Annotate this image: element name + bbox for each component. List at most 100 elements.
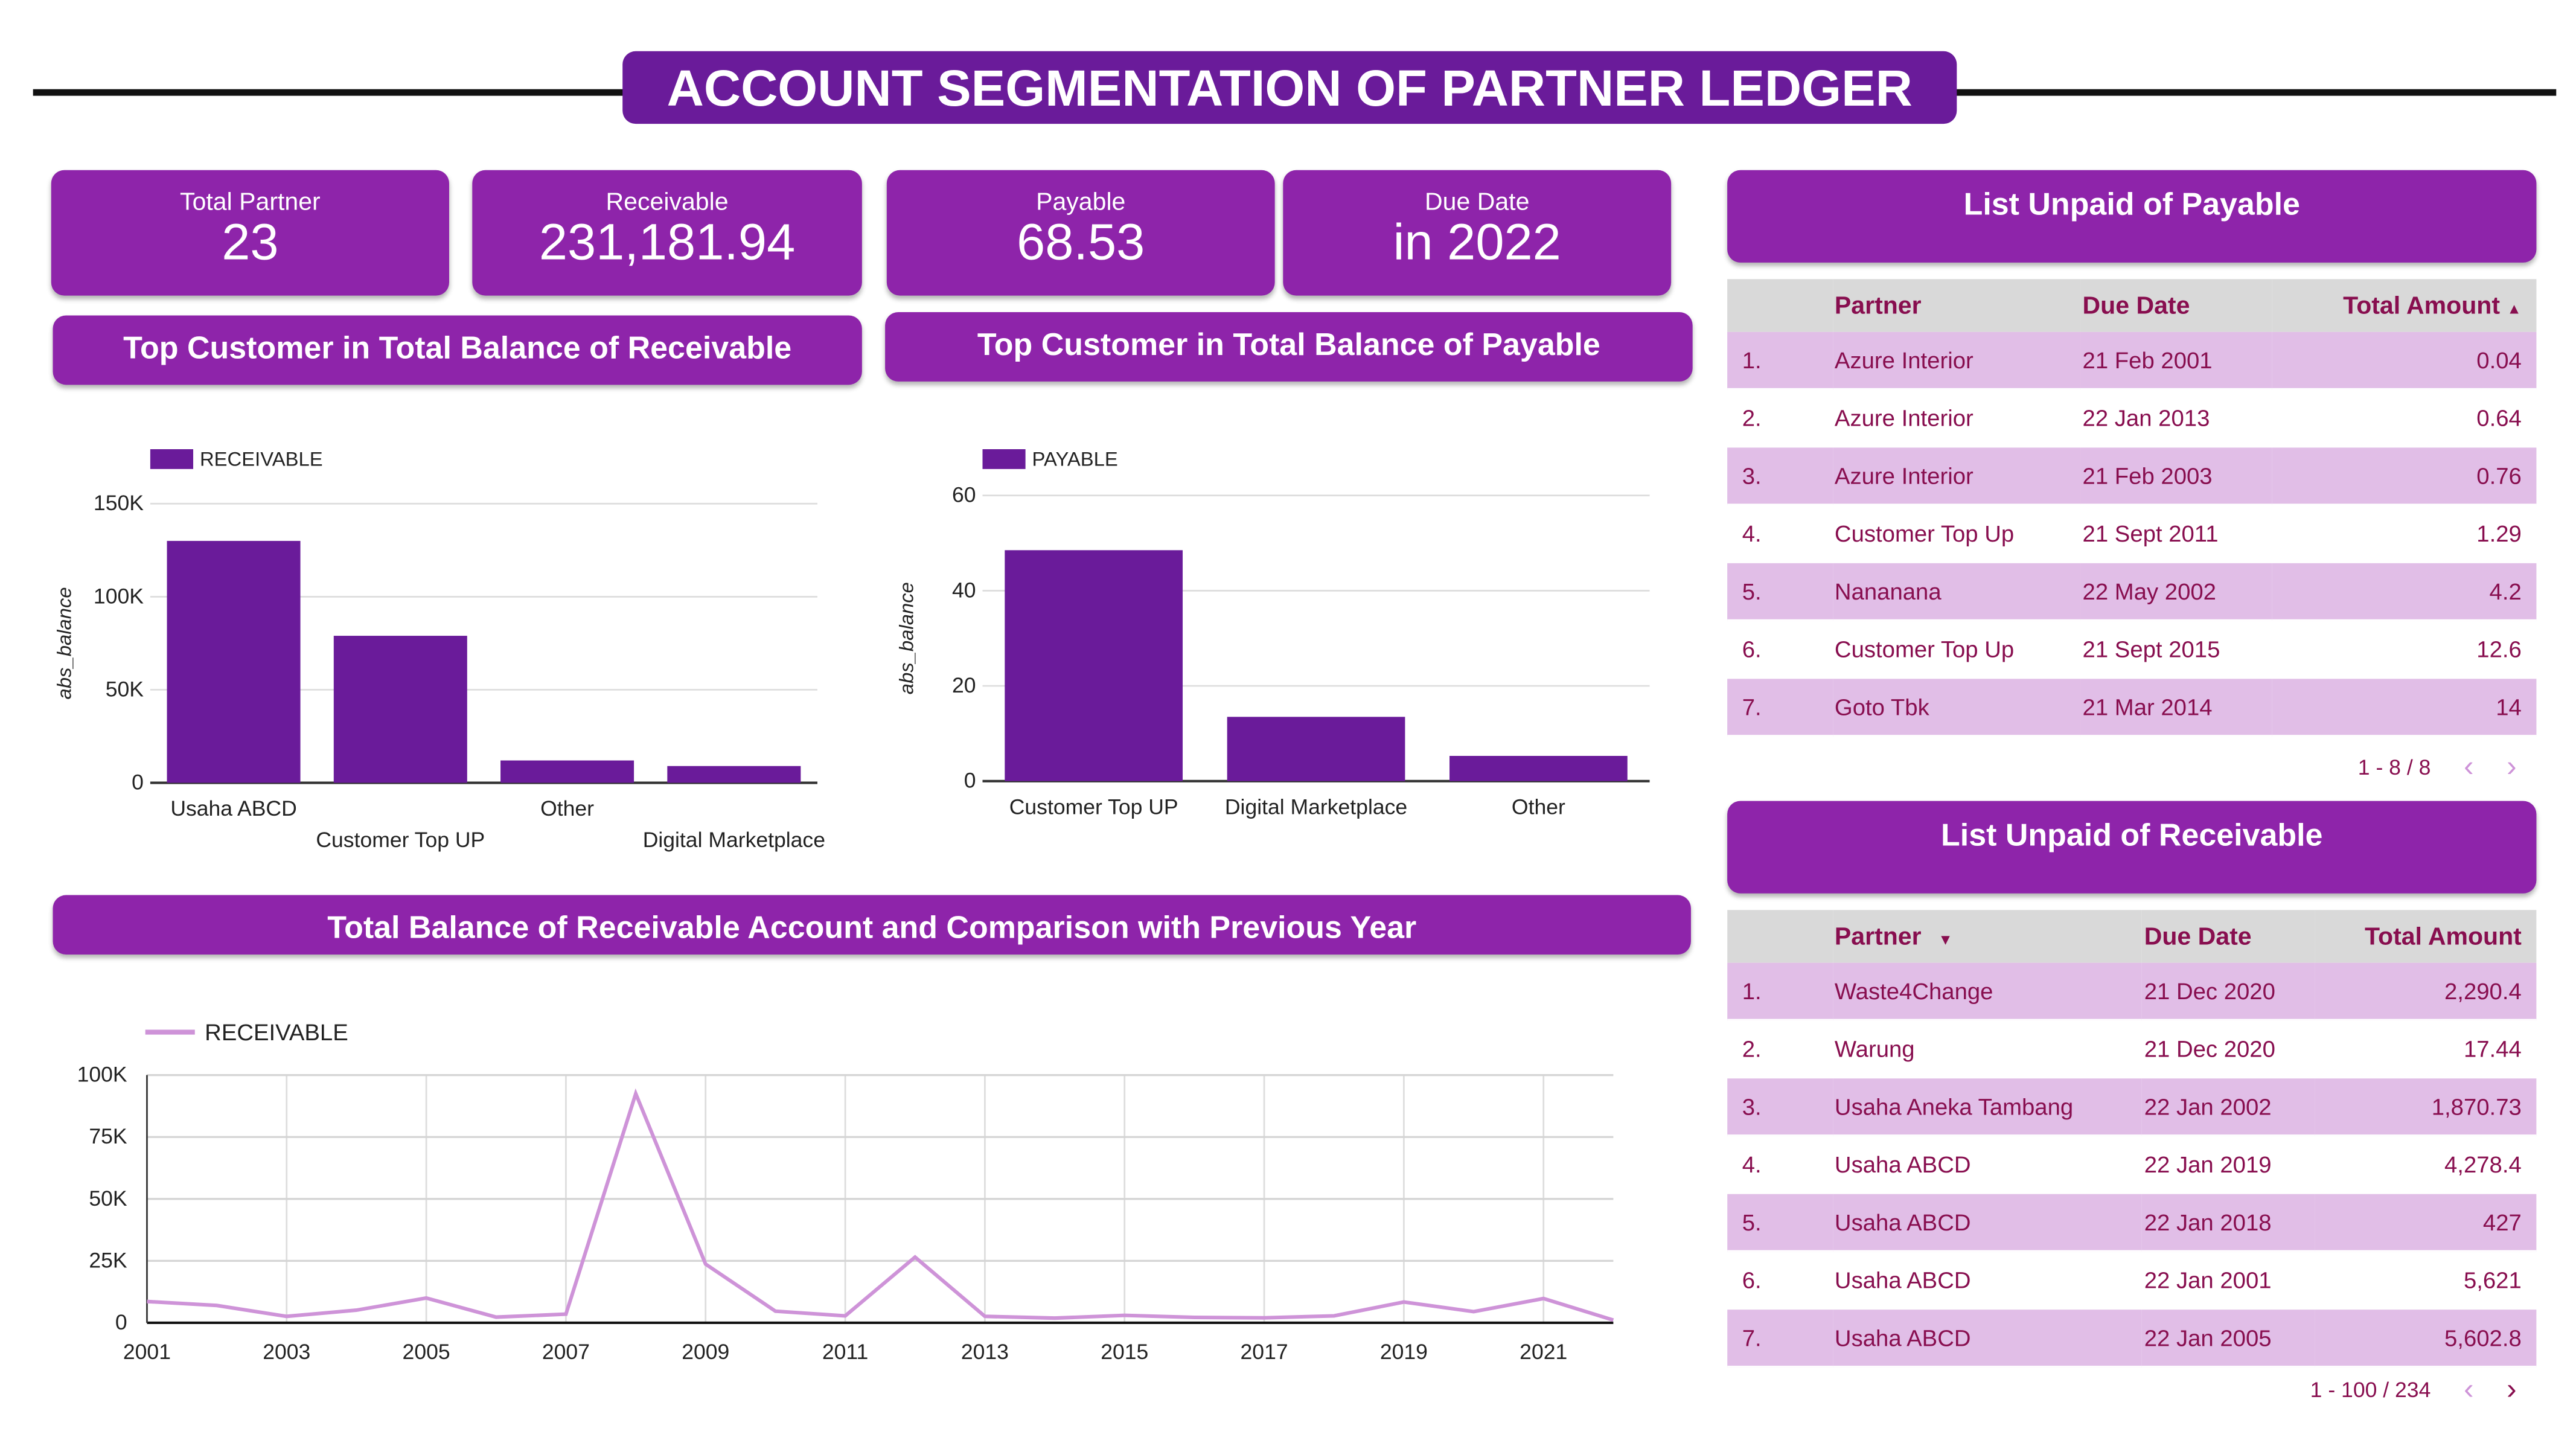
partner-cell: Nananana <box>1833 562 2081 621</box>
chevron-right-icon[interactable]: › <box>2507 1372 2517 1406</box>
table-row[interactable]: 7. Goto Tbk 21 Mar 2014 14 <box>1727 677 2537 737</box>
bar <box>667 766 801 783</box>
table-row[interactable]: 5. Nananana 22 May 2002 4.2 <box>1727 562 2537 621</box>
due-date-cell: 21 Dec 2020 <box>2143 962 2315 1021</box>
y-tick-label: 150K <box>94 491 144 515</box>
col-due-date[interactable]: Due Date <box>2080 279 2272 332</box>
bar <box>1227 717 1405 781</box>
partner-cell: Usaha ABCD <box>1833 1193 2143 1252</box>
x-tick-label: Other <box>1512 795 1565 819</box>
y-tick-label: 50K <box>89 1186 127 1211</box>
partner-cell: Waste4Change <box>1833 962 2143 1021</box>
table-row[interactable]: 1. Waste4Change 21 Dec 2020 2,290.4 <box>1727 962 2537 1021</box>
y-tick-label: 40 <box>952 578 976 602</box>
legend-label: RECEIVABLE <box>200 447 323 470</box>
col-total-amount[interactable]: Total Amount ▲ <box>2272 279 2537 332</box>
due-date-cell: 22 Jan 2019 <box>2143 1135 2315 1194</box>
col-partner[interactable]: Partner ▼ <box>1833 910 2143 963</box>
chevron-right-icon[interactable]: › <box>2507 749 2517 783</box>
x-tick-label: Customer Top UP <box>316 828 485 852</box>
kpi-receivable: Receivable 231,181.94 <box>472 170 862 296</box>
row-index: 2. <box>1727 1020 1833 1079</box>
due-date-cell: 21 Feb 2001 <box>2080 331 2272 390</box>
kpi-value: 68.53 <box>1017 213 1145 271</box>
partner-cell: Usaha ABCD <box>1833 1308 2143 1367</box>
receivable-trend-line-chart: RECEIVABLE 2001 2003 2005 2007 2009 2011 2013 20… <box>77 1020 1614 1364</box>
row-index: 2. <box>1727 389 1833 448</box>
pagination-label: 1 - 100 / 234 <box>2310 1377 2431 1403</box>
y-tick-label: 75K <box>89 1124 127 1148</box>
table-row[interactable]: 4. Usaha ABCD 22 Jan 2019 4,278.4 <box>1727 1135 2537 1194</box>
section-trend: Total Balance of Receivable Account and … <box>53 895 1691 955</box>
legend-label: RECEIVABLE <box>205 1020 348 1046</box>
due-date-cell: 22 Jan 2005 <box>2143 1308 2315 1367</box>
table-row[interactable]: 7. Usaha ABCD 22 Jan 2005 5,602.8 <box>1727 1308 2537 1367</box>
partner-cell: Usaha ABCD <box>1833 1250 2143 1310</box>
table-row[interactable]: 6. Usaha ABCD 22 Jan 2001 5,621 <box>1727 1250 2537 1310</box>
partner-cell: Azure Interior <box>1833 331 2081 390</box>
partner-cell: Goto Tbk <box>1833 677 2081 737</box>
due-date-cell: 22 Jan 2013 <box>2080 389 2272 448</box>
x-tick-label: Customer Top UP <box>1009 795 1178 819</box>
sort-desc-icon: ▼ <box>1938 930 1953 947</box>
row-index: 5. <box>1727 562 1833 621</box>
amount-cell: 12.6 <box>2272 620 2537 679</box>
table-row[interactable]: 6. Customer Top Up 21 Sept 2015 12.6 <box>1727 620 2537 679</box>
row-index: 3. <box>1727 1077 1833 1136</box>
x-tick-label: 2011 <box>822 1340 868 1364</box>
amount-cell: 17.44 <box>2314 1020 2537 1079</box>
col-partner[interactable]: Partner <box>1833 279 2081 332</box>
amount-cell: 0.04 <box>2272 331 2537 390</box>
row-index: 4. <box>1727 1135 1833 1194</box>
row-index: 1. <box>1727 962 1833 1021</box>
sort-asc-icon: ▲ <box>2507 299 2522 316</box>
x-tick-label: 2015 <box>1101 1340 1148 1364</box>
row-index: 7. <box>1727 1308 1833 1367</box>
y-axis-label: abs_balance <box>53 587 75 699</box>
section-unpaid-payable: List Unpaid of Payable <box>1727 170 2537 263</box>
amount-cell: 14 <box>2272 677 2537 737</box>
row-index: 7. <box>1727 677 1833 737</box>
x-tick-label: Usaha ABCD <box>170 796 296 820</box>
chevron-left-icon[interactable]: ‹ <box>2464 1372 2474 1406</box>
due-date-cell: 21 Dec 2020 <box>2143 1020 2315 1079</box>
table-row[interactable]: 1. Azure Interior 21 Feb 2001 0.04 <box>1727 331 2537 390</box>
due-date-cell: 21 Mar 2014 <box>2080 677 2272 737</box>
kpi-label: Due Date <box>1425 188 1530 217</box>
x-tick-label: 2019 <box>1380 1340 1428 1364</box>
col-total-amount[interactable]: Total Amount <box>2314 910 2537 963</box>
row-index: 6. <box>1727 620 1833 679</box>
bar <box>1449 755 1628 781</box>
due-date-cell: 22 May 2002 <box>2080 562 2272 621</box>
partner-cell: Usaha Aneka Tambang <box>1833 1077 2143 1136</box>
amount-cell: 5,602.8 <box>2314 1308 2537 1367</box>
bar <box>500 760 634 783</box>
amount-cell: 4,278.4 <box>2314 1135 2537 1194</box>
due-date-cell: 21 Sept 2011 <box>2080 504 2272 563</box>
table-row[interactable]: 3. Usaha Aneka Tambang 22 Jan 2002 1,870.73 <box>1727 1077 2537 1136</box>
table-row[interactable]: 3. Azure Interior 21 Feb 2003 0.76 <box>1727 446 2537 506</box>
amount-cell: 1,870.73 <box>2314 1077 2537 1136</box>
table-row[interactable]: 2. Azure Interior 22 Jan 2013 0.64 <box>1727 389 2537 448</box>
col-due-date[interactable]: Due Date <box>2143 910 2315 963</box>
receivable-bar-chart: RECEIVABLE 0 50K 100K 150K abs_balance Usaha A… <box>53 447 825 852</box>
kpi-label: Receivable <box>606 188 729 217</box>
kpi-value: 23 <box>222 213 279 271</box>
kpi-value: 231,181.94 <box>539 213 796 271</box>
due-date-cell: 22 Jan 2002 <box>2143 1077 2315 1136</box>
table-row[interactable]: 4. Customer Top Up 21 Sept 2011 1.29 <box>1727 504 2537 563</box>
row-index: 1. <box>1727 331 1833 390</box>
chevron-left-icon[interactable]: ‹ <box>2464 749 2474 783</box>
payable-bar-chart: PAYABLE 0 20 40 60 abs_balance Customer Top UP… <box>895 447 1650 819</box>
table-row[interactable]: 2. Warung 21 Dec 2020 17.44 <box>1727 1020 2537 1079</box>
table-row[interactable]: 5. Usaha ABCD 22 Jan 2018 427 <box>1727 1193 2537 1252</box>
partner-cell: Usaha ABCD <box>1833 1135 2143 1194</box>
y-tick-label: 25K <box>89 1248 127 1272</box>
bar <box>333 636 467 783</box>
kpi-total-partner: Total Partner 23 <box>51 170 450 296</box>
partner-cell: Warung <box>1833 1020 2143 1079</box>
legend-swatch <box>150 449 194 469</box>
section-top-payable: Top Customer in Total Balance of Payable <box>885 312 1693 382</box>
x-tick-label: 2003 <box>263 1340 310 1364</box>
x-tick-label: 2001 <box>123 1340 171 1364</box>
